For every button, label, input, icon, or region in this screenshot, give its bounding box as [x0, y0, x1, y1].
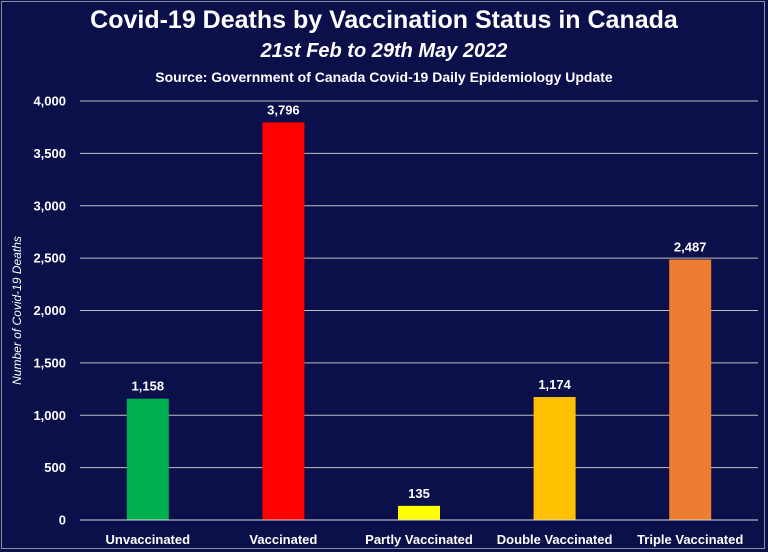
chart-title: Covid-19 Deaths by Vaccination Status in…: [90, 6, 678, 34]
y-tick-label: 3,500: [33, 146, 66, 161]
bar: [533, 397, 576, 520]
y-tick-label: 1,000: [33, 408, 66, 423]
y-tick-label: 0: [59, 513, 66, 528]
x-tick-label: Partly Vaccinated: [365, 532, 473, 547]
y-axis-ticks: 0 500 1,000 1,500 2,000 2,500 3,000 3,500 4,000: [33, 94, 66, 528]
x-tick-label: Double Vaccinated: [497, 532, 613, 547]
y-tick-label: 3,000: [33, 198, 66, 213]
data-label: 135: [408, 486, 430, 501]
chart-source: Source: Government of Canada Covid-19 Da…: [155, 69, 613, 85]
y-axis-label: Number of Covid-19 Deaths: [10, 236, 24, 385]
y-tick-label: 2,500: [33, 251, 66, 266]
y-tick-label: 500: [44, 460, 66, 475]
y-tick-label: 1,500: [33, 355, 66, 370]
data-label: 2,487: [674, 239, 707, 254]
x-tick-label: Vaccinated: [249, 532, 317, 547]
bar: [669, 259, 712, 520]
gridlines: [80, 100, 758, 469]
y-tick-label: 4,000: [33, 94, 66, 109]
bar: [262, 122, 305, 520]
bar: [126, 398, 169, 520]
y-tick-label: 2,000: [33, 303, 66, 318]
data-label: 1,174: [538, 377, 571, 392]
data-label: 3,796: [267, 102, 300, 117]
bars: [126, 122, 712, 520]
x-tick-label: Unvaccinated: [106, 532, 191, 547]
x-tick-label: Triple Vaccinated: [637, 532, 743, 547]
chart-subtitle: 21st Feb to 29th May 2022: [260, 40, 508, 62]
x-axis-ticks: Unvaccinated Vaccinated Partly Vaccinated D…: [106, 532, 744, 547]
data-label: 1,158: [132, 379, 165, 394]
value-labels: 1,158 3,796 135 1,174 2,487: [132, 102, 707, 500]
bar: [398, 505, 440, 520]
